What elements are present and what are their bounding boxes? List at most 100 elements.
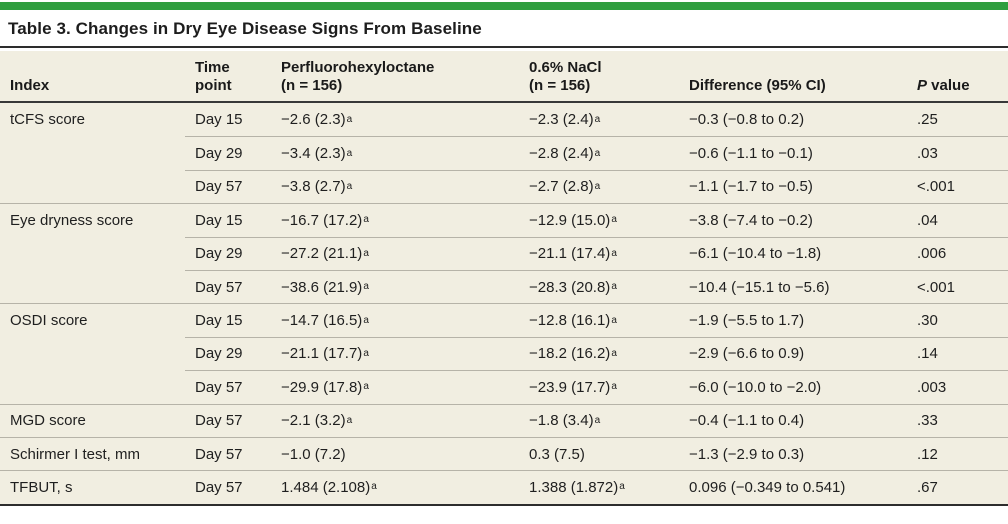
table-title: Table 3. Changes in Dry Eye Disease Sign… bbox=[8, 19, 482, 38]
cell-p-value: .12 bbox=[907, 436, 1008, 470]
cell-difference: 0.096 (−0.349 to 0.541) bbox=[679, 470, 907, 503]
cell-difference: −2.9 (−6.6 to 0.9) bbox=[679, 336, 907, 370]
time-label: Day 57 bbox=[195, 378, 243, 396]
value-text: −0.6 (−1.1 to −0.1) bbox=[689, 145, 813, 163]
value-text: .30 bbox=[917, 312, 938, 330]
table-row: Day 29 −27.2 (21.1) a −21.1 (17.4) a −6.1 … bbox=[0, 236, 1008, 270]
value-text: −2.9 (−6.6 to 0.9) bbox=[689, 345, 805, 363]
cell-index: OSDI score bbox=[0, 303, 185, 336]
value-text: <.001 bbox=[917, 178, 955, 196]
cell-nacl: −12.8 (16.1) a bbox=[519, 303, 679, 336]
cell-perfluorohexyloctane: −27.2 (21.1) a bbox=[271, 236, 519, 270]
cell-index: TFBUT, s bbox=[0, 470, 185, 503]
p-italic: P bbox=[917, 77, 928, 94]
index-label: TFBUT, s bbox=[10, 478, 73, 496]
cell-index bbox=[0, 170, 185, 203]
cell-index bbox=[0, 270, 185, 303]
cell-difference: −0.4 (−1.1 to 0.4) bbox=[679, 403, 907, 437]
cell-perfluorohexyloctane: −38.6 (21.9) a bbox=[271, 269, 519, 303]
value-text: −28.3 (20.8) bbox=[529, 278, 611, 296]
cell-nacl: −12.9 (15.0) a bbox=[519, 203, 679, 236]
value-text: −2.7 (2.8) bbox=[529, 178, 594, 196]
cell-difference: −0.6 (−1.1 to −0.1) bbox=[679, 136, 907, 169]
value-text: −1.3 (−2.9 to 0.3) bbox=[689, 445, 805, 463]
value-text: .67 bbox=[917, 478, 938, 496]
time-label: Day 57 bbox=[195, 178, 243, 196]
table-row: Day 57 −38.6 (21.9) a −28.3 (20.8) a −10.4… bbox=[0, 269, 1008, 304]
value-text: .14 bbox=[917, 345, 938, 363]
table-row: Schirmer I test, mm Day 57 −1.0 (7.2) 0.… bbox=[0, 436, 1008, 471]
value-text: 1.388 (1.872) bbox=[529, 478, 619, 496]
value-text: −2.1 (3.2) bbox=[281, 412, 346, 430]
header-cell-perfluorohexyloctane: Perfluorohexyloctane (n = 156) bbox=[271, 59, 519, 101]
table-header-row: Index Time point Perfluorohexyloctane (n… bbox=[0, 51, 1008, 103]
cell-index bbox=[0, 136, 185, 169]
time-label: Day 29 bbox=[195, 145, 243, 163]
value-text: −1.8 (3.4) bbox=[529, 412, 594, 430]
table-row: TFBUT, s Day 57 1.484 (2.108) a 1.388 (1.… bbox=[0, 470, 1008, 504]
cell-difference: −10.4 (−15.1 to −5.6) bbox=[679, 269, 907, 303]
cell-perfluorohexyloctane: −16.7 (17.2) a bbox=[271, 203, 519, 236]
cell-index: tCFS score bbox=[0, 103, 185, 136]
header-drug1-line1: Perfluorohexyloctane bbox=[281, 59, 435, 76]
cell-index: Eye dryness score bbox=[0, 203, 185, 236]
value-text: −3.4 (2.3) bbox=[281, 145, 346, 163]
value-text: 1.484 (2.108) bbox=[281, 478, 371, 496]
cell-time-point: Day 57 bbox=[185, 436, 271, 470]
header-cell-difference: Difference (95% CI) bbox=[679, 77, 907, 101]
cell-nacl: 1.388 (1.872) a bbox=[519, 470, 679, 503]
value-text: −10.4 (−15.1 to −5.6) bbox=[689, 278, 830, 296]
time-label: Day 57 bbox=[195, 478, 243, 496]
index-label: Eye dryness score bbox=[10, 211, 134, 229]
header-time-line1: Time bbox=[195, 59, 230, 76]
header-cell-nacl: 0.6% NaCl (n = 156) bbox=[519, 59, 679, 101]
value-text: .003 bbox=[917, 378, 947, 396]
cell-perfluorohexyloctane: −2.6 (2.3) a bbox=[281, 111, 353, 129]
value-text: −14.7 (16.5) bbox=[281, 312, 363, 330]
value-text: .04 bbox=[917, 211, 938, 229]
cell-time-point: Day 57 bbox=[185, 470, 271, 503]
p-rest: value bbox=[927, 77, 970, 94]
cell-p-value: .006 bbox=[907, 236, 1008, 270]
index-label: MGD score bbox=[10, 412, 86, 430]
header-p-value-label: P value bbox=[917, 77, 1004, 95]
cell-time-point: Day 57 bbox=[185, 370, 271, 403]
index-label: Schirmer I test, mm bbox=[10, 445, 141, 463]
header-time-line2: point bbox=[195, 77, 232, 94]
cell-difference: −0.3 (−0.8 to 0.2) bbox=[679, 103, 907, 136]
value-text: −6.1 (−10.4 to −1.8) bbox=[689, 245, 822, 263]
table-accent-bar bbox=[0, 2, 1008, 10]
value-text: .25 bbox=[917, 111, 938, 129]
cell-time-point: Day 57 bbox=[185, 403, 271, 437]
cell-index: Schirmer I test, mm bbox=[0, 436, 185, 470]
time-label: Day 15 bbox=[195, 211, 243, 229]
cell-p-value: .03 bbox=[907, 136, 1008, 169]
value-text: −16.7 (17.2) bbox=[281, 211, 363, 229]
time-label: Day 29 bbox=[195, 345, 243, 363]
title-rule bbox=[0, 46, 1008, 48]
cell-difference: −1.1 (−1.7 to −0.5) bbox=[679, 169, 907, 203]
cell-difference: −1.3 (−2.9 to 0.3) bbox=[679, 436, 907, 470]
cell-nacl: −23.9 (17.7) a bbox=[519, 370, 679, 403]
cell-perfluorohexyloctane: −21.1 (17.7) a bbox=[271, 336, 519, 370]
value-text: −3.8 (2.7) bbox=[281, 178, 346, 196]
cell-difference: −3.8 (−7.4 to −0.2) bbox=[679, 203, 907, 236]
value-text: −27.2 (21.1) bbox=[281, 245, 363, 263]
value-text: 0.3 (7.5) bbox=[529, 445, 585, 463]
header-drug1-line2: (n = 156) bbox=[281, 77, 343, 94]
cell-perfluorohexyloctane: 1.484 (2.108) a bbox=[271, 470, 519, 503]
value-text: −1.0 (7.2) bbox=[281, 445, 346, 463]
cell-time-point: Day 29 bbox=[185, 236, 271, 270]
cell-p-value: .30 bbox=[907, 303, 1008, 336]
cell-nacl: −21.1 (17.4) a bbox=[519, 236, 679, 270]
cell-nacl: −28.3 (20.8) a bbox=[519, 269, 679, 303]
table-body: tCFS score Day 15 −2.6 (2.3) a −2.3 (2.4)… bbox=[0, 103, 1008, 506]
index-label: OSDI score bbox=[10, 312, 88, 330]
value-text: −3.8 (−7.4 to −0.2) bbox=[689, 211, 813, 229]
value-text: .33 bbox=[917, 412, 938, 430]
header-cell-time-point: Time point bbox=[185, 59, 271, 101]
value-text: −2.6 (2.3) bbox=[281, 111, 346, 129]
cell-time-point: Day 15 bbox=[185, 303, 271, 336]
cell-nacl: −2.3 (2.4) a bbox=[529, 111, 601, 129]
cell-difference: −1.9 (−5.5 to 1.7) bbox=[679, 303, 907, 336]
